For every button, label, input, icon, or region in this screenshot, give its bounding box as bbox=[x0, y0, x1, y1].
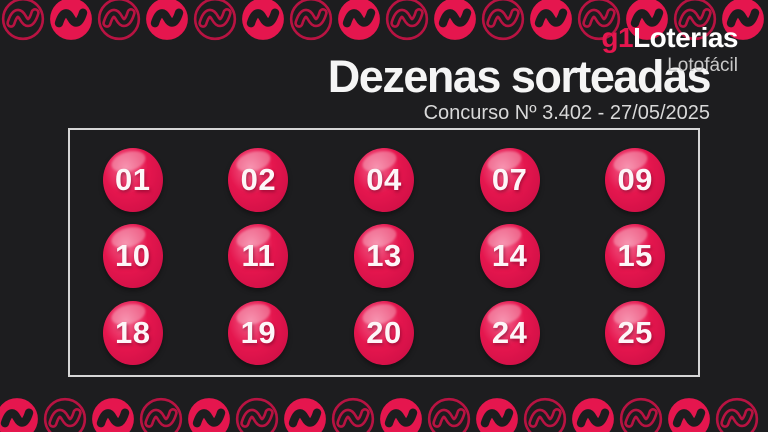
money-wave-icon bbox=[242, 0, 284, 40]
money-wave-icon bbox=[572, 398, 614, 432]
money-wave-icon bbox=[715, 397, 759, 432]
lottery-ball: 24 bbox=[479, 300, 540, 365]
lottery-ball: 01 bbox=[102, 148, 163, 213]
number-cell: 09 bbox=[572, 142, 698, 218]
money-wave-icon bbox=[577, 0, 621, 41]
money-wave-icon bbox=[1, 0, 45, 41]
money-wave-icon bbox=[146, 0, 188, 40]
numbers-grid: 01 02 04 07 09 10 11 13 14 15 18 19 20 24 25 bbox=[70, 130, 698, 375]
ball-number: 13 bbox=[366, 238, 402, 274]
money-wave-icon bbox=[619, 397, 663, 432]
money-wave-icon bbox=[139, 397, 183, 432]
lottery-ball: 15 bbox=[605, 224, 666, 289]
money-wave-icon bbox=[434, 0, 476, 40]
loterias-logo-text: Loterias bbox=[633, 22, 738, 53]
number-cell: 02 bbox=[196, 142, 322, 218]
ball-number: 19 bbox=[240, 314, 277, 350]
ball-number: 04 bbox=[366, 162, 402, 198]
number-cell: 18 bbox=[70, 295, 196, 371]
number-cell: 07 bbox=[447, 142, 573, 218]
money-wave-icon bbox=[481, 0, 525, 41]
money-wave-icon bbox=[338, 0, 380, 40]
money-wave-icon bbox=[43, 397, 87, 432]
lottery-ball: 13 bbox=[353, 224, 414, 289]
number-cell: 10 bbox=[70, 218, 196, 294]
ball-number: 07 bbox=[491, 162, 528, 198]
number-cell: 25 bbox=[572, 295, 698, 371]
ball-number: 11 bbox=[241, 238, 276, 274]
money-wave-icon bbox=[92, 398, 134, 432]
money-wave-icon bbox=[626, 0, 668, 40]
draw-info: Concurso Nº 3.402 - 27/05/2025 bbox=[423, 102, 710, 125]
lottery-ball: 20 bbox=[353, 300, 414, 365]
lottery-ball: 02 bbox=[228, 148, 289, 213]
lottery-ball: 14 bbox=[479, 224, 540, 289]
money-wave-icon bbox=[50, 0, 92, 40]
top-decor-strip bbox=[0, 0, 768, 42]
lottery-ball: 19 bbox=[228, 300, 289, 365]
brand-logo: g1Loterias Lotofácil bbox=[601, 24, 738, 76]
money-wave-icon bbox=[523, 397, 567, 432]
money-wave-icon bbox=[722, 0, 764, 40]
number-cell: 19 bbox=[196, 295, 322, 371]
money-wave-icon bbox=[380, 398, 422, 432]
lottery-ball: 11 bbox=[228, 224, 289, 289]
money-wave-icon bbox=[0, 398, 38, 432]
money-wave-icon bbox=[427, 397, 471, 432]
lottery-ball: 04 bbox=[353, 148, 414, 213]
number-cell: 01 bbox=[70, 142, 196, 218]
money-wave-icon bbox=[530, 0, 572, 40]
number-cell: 13 bbox=[321, 218, 447, 294]
number-cell: 11 bbox=[196, 218, 322, 294]
brand-logo-main: g1Loterias bbox=[601, 24, 738, 52]
lottery-product-label: Lotofácil bbox=[667, 55, 738, 76]
bottom-decor-strip bbox=[0, 396, 768, 432]
money-wave-icon bbox=[235, 397, 279, 432]
money-wave-icon bbox=[331, 397, 375, 432]
money-wave-icon bbox=[673, 0, 717, 41]
ball-number: 09 bbox=[617, 162, 653, 198]
ball-number: 25 bbox=[617, 314, 653, 350]
number-cell: 15 bbox=[572, 218, 698, 294]
results-box: 01 02 04 07 09 10 11 13 14 15 18 19 20 24 25 bbox=[68, 128, 700, 377]
money-wave-icon bbox=[385, 0, 429, 41]
number-cell: 20 bbox=[321, 295, 447, 371]
lottery-ball: 09 bbox=[605, 148, 666, 213]
ball-number: 14 bbox=[491, 238, 528, 274]
ball-number: 24 bbox=[491, 314, 528, 350]
lottery-ball: 07 bbox=[479, 148, 540, 213]
money-wave-icon bbox=[289, 0, 333, 41]
money-wave-icon bbox=[193, 0, 237, 41]
lottery-ball: 25 bbox=[605, 300, 666, 365]
g1-logo-text: g1 bbox=[601, 22, 634, 53]
page-title: Dezenas sorteadas bbox=[327, 51, 712, 102]
money-wave-icon bbox=[284, 398, 326, 432]
money-wave-icon bbox=[97, 0, 141, 41]
ball-number: 01 bbox=[115, 162, 151, 198]
number-cell: 14 bbox=[447, 218, 573, 294]
lottery-ball: 10 bbox=[102, 224, 163, 289]
money-wave-icon bbox=[188, 398, 230, 432]
ball-number: 10 bbox=[115, 238, 151, 274]
ball-number: 20 bbox=[366, 314, 402, 350]
money-wave-icon bbox=[476, 398, 518, 432]
lottery-ball: 18 bbox=[102, 300, 163, 365]
money-wave-icon bbox=[668, 398, 710, 432]
heading: Dezenas sorteadas Concurso Nº 3.402 - 27… bbox=[327, 51, 712, 125]
ball-number: 15 bbox=[617, 238, 653, 274]
number-cell: 24 bbox=[447, 295, 573, 371]
number-cell: 04 bbox=[321, 142, 447, 218]
ball-number: 02 bbox=[240, 162, 277, 198]
ball-number: 18 bbox=[115, 314, 151, 350]
